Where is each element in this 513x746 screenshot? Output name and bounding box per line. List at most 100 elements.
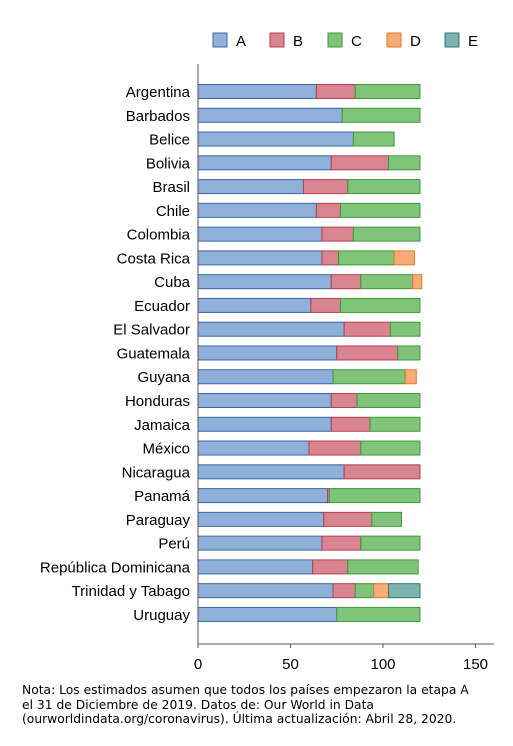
legend-swatch-a bbox=[212, 32, 228, 48]
legend-swatch-d bbox=[386, 32, 402, 48]
category-label-guatemala: Guatemala bbox=[117, 345, 191, 362]
bar-el-salvador-c bbox=[389, 321, 421, 337]
bar-cuba-b bbox=[330, 274, 362, 290]
bar-jamaica-b bbox=[330, 416, 371, 432]
bar-uruguay-c bbox=[336, 606, 421, 622]
bar-guyana-a bbox=[197, 369, 334, 385]
bar-trinidad-y-tabago-c bbox=[354, 583, 375, 599]
category-label-argentina: Argentina bbox=[126, 84, 191, 101]
category-label-chile: Chile bbox=[156, 203, 190, 220]
bar-trinidad-y-tabago-b bbox=[332, 583, 356, 599]
bar-guatemala-a bbox=[197, 345, 338, 361]
bar-peru-a bbox=[197, 535, 323, 551]
bar-republica-dominicana-b bbox=[312, 559, 349, 575]
bar-uruguay-a bbox=[197, 606, 338, 622]
bar-jamaica-c bbox=[369, 416, 421, 432]
category-label-colombia: Colombia bbox=[127, 227, 191, 244]
bar-bolivia-b bbox=[330, 155, 390, 171]
bar-paraguay-a bbox=[197, 511, 325, 527]
category-label-nicaragua: Nicaragua bbox=[122, 464, 191, 481]
bar-argentina-b bbox=[315, 84, 356, 99]
footnote-line-3: (ourworldindata.org/coronavirus). Última… bbox=[22, 712, 457, 726]
bar-paraguay-b bbox=[323, 511, 373, 527]
bar-cuba-c bbox=[360, 274, 414, 290]
category-label-bolivia: Bolivia bbox=[146, 155, 191, 172]
stacked-bar-chart: A B C D E Argentina Barbados Belice Bolivia Brasi… bbox=[40, 32, 494, 673]
bar-costa-rica-c bbox=[338, 250, 395, 266]
bar-mexico-a bbox=[197, 440, 310, 456]
category-label-trinidad-y-tabago: Trinidad y Tabago bbox=[72, 583, 190, 600]
bar-el-salvador-b bbox=[343, 321, 391, 337]
legend-label-d: D bbox=[410, 33, 421, 50]
x-tick-label-100: 100 bbox=[370, 656, 395, 673]
legend-swatch-b bbox=[269, 32, 285, 48]
bar-colombia-c bbox=[352, 226, 421, 242]
bar-chile-a bbox=[197, 202, 317, 218]
x-tick-label-150: 150 bbox=[463, 656, 488, 673]
bar-mexico-c bbox=[360, 440, 421, 456]
bar-argentina-c bbox=[354, 84, 421, 99]
bar-barbados-a bbox=[197, 107, 343, 123]
bar-panama-c bbox=[328, 488, 421, 504]
category-label-republica-dominicana: República Dominicana bbox=[40, 559, 191, 576]
footnote-line-1: Nota: Los estimados asumen que todos los… bbox=[22, 683, 469, 697]
bar-trinidad-y-tabago-e bbox=[388, 583, 421, 599]
bar-honduras-b bbox=[330, 393, 358, 409]
x-tick-label-0: 0 bbox=[194, 656, 202, 673]
bar-paraguay-c bbox=[371, 511, 402, 527]
bar-republica-dominicana-a bbox=[197, 559, 314, 575]
bar-costa-rica-a bbox=[197, 250, 323, 266]
bar-chile-c bbox=[339, 202, 421, 218]
category-label-panama: Panamá bbox=[134, 488, 191, 505]
category-label-belice: Belice bbox=[149, 132, 190, 149]
bar-guatemala-c bbox=[397, 345, 421, 361]
bar-brasil-a bbox=[197, 179, 304, 195]
chart-footnote: Nota: Los estimados asumen que todos los… bbox=[22, 683, 507, 727]
bar-colombia-a bbox=[197, 226, 323, 242]
bar-guatemala-b bbox=[336, 345, 399, 361]
bar-bolivia-a bbox=[197, 155, 332, 171]
bar-peru-b bbox=[321, 535, 362, 551]
legend-label-b: B bbox=[293, 33, 303, 50]
bar-costa-rica-b bbox=[321, 250, 340, 266]
x-tick-label-50: 50 bbox=[282, 656, 299, 673]
bar-belice-c bbox=[352, 131, 395, 147]
bar-republica-dominicana-c bbox=[347, 559, 419, 575]
bar-el-salvador-a bbox=[197, 321, 345, 337]
legend-label-a: A bbox=[236, 33, 246, 50]
category-label-paraguay: Paraguay bbox=[126, 512, 191, 529]
bar-argentina-a bbox=[197, 84, 317, 99]
category-label-guyana: Guyana bbox=[137, 369, 190, 386]
category-label-honduras: Honduras bbox=[125, 393, 190, 410]
category-label-ecuador: Ecuador bbox=[134, 298, 190, 315]
bar-honduras-c bbox=[356, 393, 421, 409]
bar-jamaica-a bbox=[197, 416, 332, 432]
legend-label-e: E bbox=[468, 33, 478, 50]
footnote-line-2: el 31 de Diciembre de 2019. Datos de: Ou… bbox=[22, 697, 374, 712]
bar-ecuador-b bbox=[310, 297, 341, 313]
bar-ecuador-c bbox=[339, 297, 421, 313]
legend-swatch-c bbox=[327, 32, 343, 48]
bar-barbados-c bbox=[341, 107, 421, 123]
bar-honduras-a bbox=[197, 393, 332, 409]
bar-panama-a bbox=[197, 488, 328, 504]
category-label-uruguay: Uruguay bbox=[133, 607, 190, 624]
bar-cuba-d bbox=[412, 274, 423, 290]
bar-mexico-b bbox=[308, 440, 362, 456]
bar-brasil-b bbox=[302, 179, 349, 195]
bar-cuba-a bbox=[197, 274, 332, 290]
category-label-costa-rica: Costa Rica bbox=[117, 250, 191, 267]
category-label-brasil: Brasil bbox=[152, 179, 190, 196]
bar-belice-a bbox=[197, 131, 354, 147]
bar-nicaragua-a bbox=[197, 464, 345, 480]
category-label-peru: Perú bbox=[158, 536, 190, 553]
category-label-el-salvador: El Salvador bbox=[113, 322, 190, 339]
bar-chile-b bbox=[315, 202, 341, 218]
bar-brasil-c bbox=[347, 179, 421, 195]
bar-peru-c bbox=[360, 535, 421, 551]
category-label-cuba: Cuba bbox=[154, 274, 191, 291]
legend-swatch-e bbox=[444, 32, 460, 48]
legend-label-c: C bbox=[351, 33, 362, 50]
bar-costa-rica-d bbox=[393, 250, 415, 266]
bar-colombia-b bbox=[321, 226, 354, 242]
